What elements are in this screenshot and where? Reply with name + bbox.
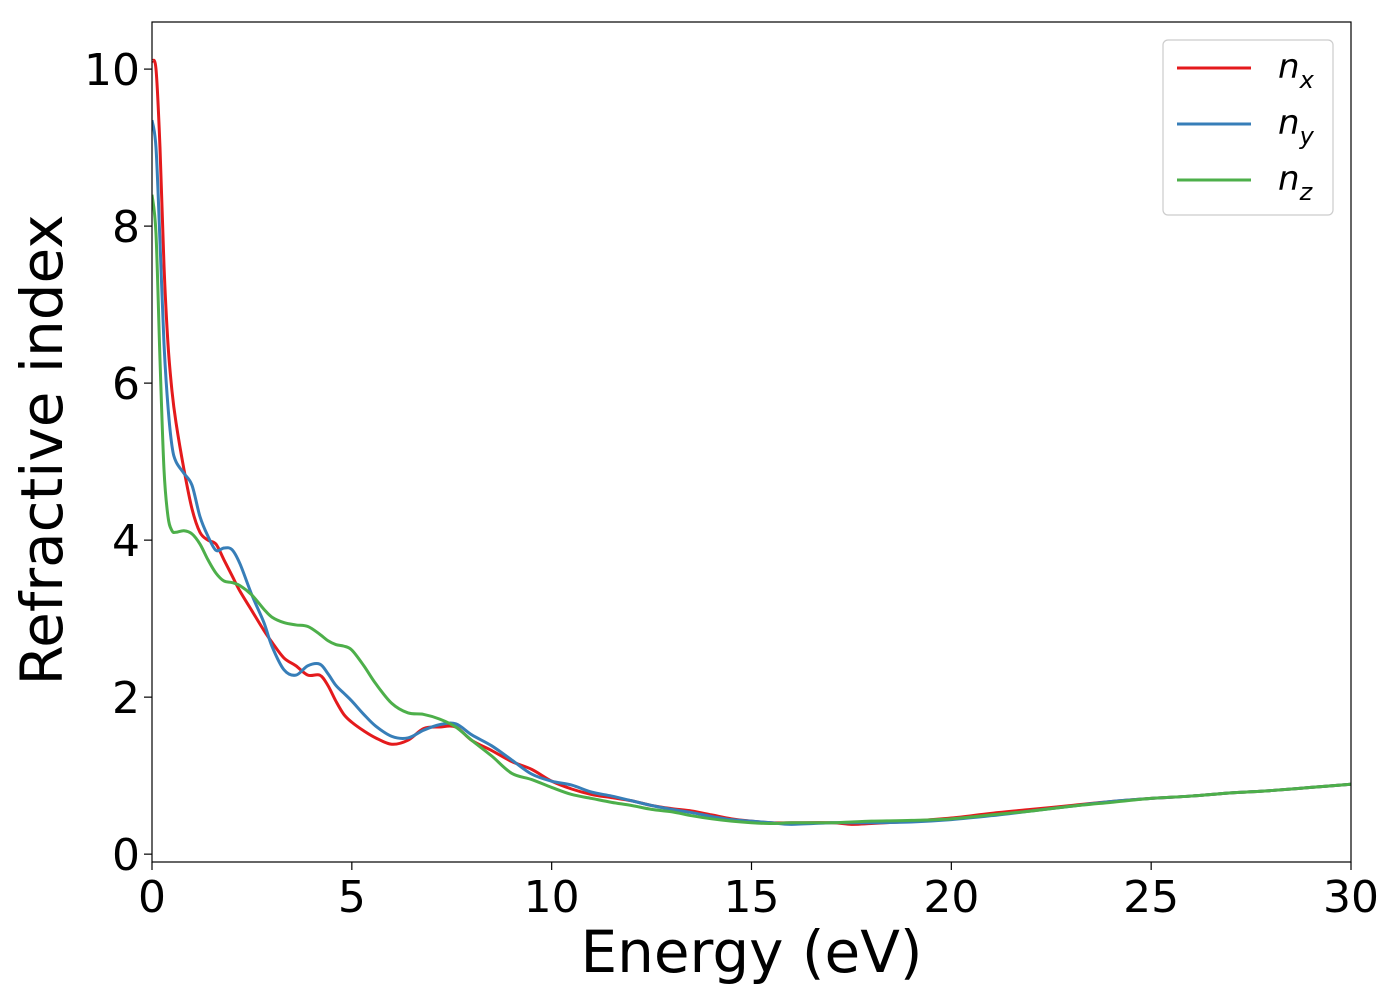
legend-label-base: n xyxy=(1278,159,1300,199)
x-tick-label: 10 xyxy=(524,872,580,923)
legend-entry-y: ny xyxy=(1278,103,1315,150)
x-tick-label: 5 xyxy=(338,872,366,923)
x-tick-label: 0 xyxy=(138,872,166,923)
series-line-y xyxy=(152,119,1351,826)
legend-label-subscript: y xyxy=(1299,122,1315,150)
legend-entry-z: nz xyxy=(1278,159,1314,206)
y-axis-label: Refractive index xyxy=(8,214,76,685)
x-tick-label: 25 xyxy=(1123,872,1179,923)
y-tick-label: 4 xyxy=(112,516,140,567)
legend-label-subscript: x xyxy=(1299,66,1315,94)
legend-label-base: n xyxy=(1278,103,1300,143)
x-tick-label: 20 xyxy=(923,872,979,923)
legend-label-subscript: z xyxy=(1299,178,1314,206)
x-axis-ticks: 0 5 10 15 20 25 30 xyxy=(138,862,1379,923)
x-tick-label: 30 xyxy=(1323,872,1379,923)
y-tick-label: 10 xyxy=(84,45,140,96)
y-tick-label: 2 xyxy=(112,673,140,724)
y-tick-label: 6 xyxy=(112,359,140,410)
x-tick-label: 15 xyxy=(724,872,780,923)
y-tick-label: 8 xyxy=(112,202,140,253)
legend-label-base: n xyxy=(1278,47,1300,87)
legend-entry-x: nx xyxy=(1278,47,1315,94)
x-axis-label: Energy (eV) xyxy=(580,918,922,986)
series-line-z xyxy=(152,194,1351,826)
series-layer xyxy=(152,58,1351,826)
legend-box xyxy=(1162,39,1334,216)
y-axis-ticks: 0 2 4 6 8 10 xyxy=(84,45,152,881)
y-tick-label: 0 xyxy=(112,830,140,881)
